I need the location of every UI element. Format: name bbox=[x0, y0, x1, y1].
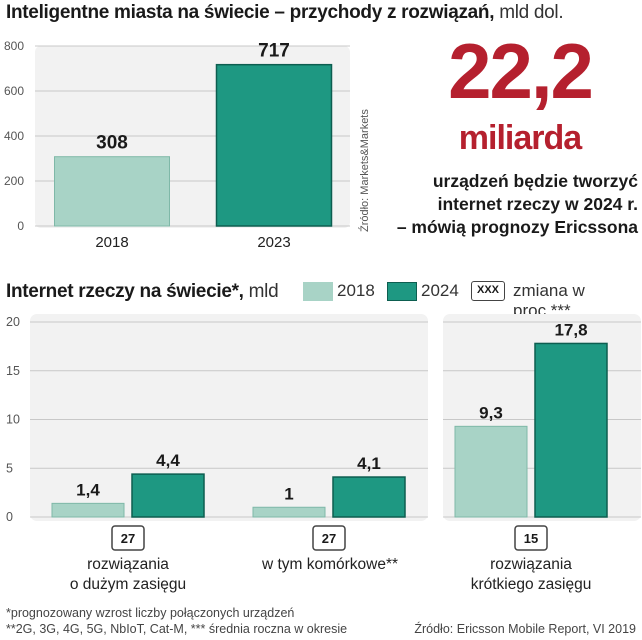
legend-swatch-2018 bbox=[303, 282, 333, 301]
bottom-y-tick-label: 15 bbox=[6, 364, 20, 378]
bottom-bar-2024 bbox=[332, 476, 406, 518]
bottom-bar-2018 bbox=[51, 502, 125, 518]
top-chart-title-main: Inteligentne miasta na świecie – przycho… bbox=[6, 2, 495, 23]
footnote-2: **2G, 3G, 4G, 5G, NbIoT, Cat-M, *** śred… bbox=[6, 622, 348, 636]
bottom-bar-2018-value-label: 1,4 bbox=[76, 480, 100, 499]
top-x-tick-label: 2018 bbox=[95, 234, 128, 251]
bottom-chart-title-unit: mld bbox=[248, 281, 279, 302]
change-pct-label: 27 bbox=[121, 531, 135, 546]
bottom-bar-2018 bbox=[454, 425, 528, 518]
bottom-x-category-label: rozwiązania bbox=[490, 556, 572, 573]
bottom-x-category-label: o dużym zasięgu bbox=[70, 576, 186, 593]
top-chart-title: Inteligentne miasta na świecie – przycho… bbox=[6, 2, 564, 24]
top-x-tick-label: 2023 bbox=[257, 234, 290, 251]
change-pct-label: 27 bbox=[322, 531, 336, 546]
legend-change-box: XXX bbox=[471, 281, 505, 301]
legend-label-2018: 2018 bbox=[337, 281, 375, 300]
change-pct-box bbox=[111, 525, 145, 551]
top-y-tick-label: 800 bbox=[4, 39, 24, 53]
top-y-tick-label: 400 bbox=[4, 129, 24, 143]
top-bar-value-label: 717 bbox=[258, 41, 290, 62]
footer-source: Źródło: Ericsson Mobile Report, VI 2019 bbox=[414, 622, 636, 636]
bottom-bar-2018-value-label: 1 bbox=[284, 484, 293, 503]
bottom-bar-2024 bbox=[534, 342, 608, 518]
bottom-bar-2024 bbox=[131, 473, 205, 518]
bottom-x-category-label: krótkiego zasięgu bbox=[471, 576, 592, 593]
top-chart-title-unit: mld dol. bbox=[499, 2, 564, 23]
bottom-chart-panel-left bbox=[30, 314, 428, 521]
callout-description: urządzeń będzie tworzyć internet rzeczy … bbox=[380, 170, 638, 239]
bottom-bar-2024-value-label: 4,1 bbox=[357, 454, 381, 473]
bottom-x-category-label: w tym komórkowe** bbox=[261, 556, 398, 573]
bottom-y-tick-label: 0 bbox=[6, 510, 13, 524]
bottom-bar-chart: 0 5 10 15 20 1,4 4,4 27 rozwiązania o dużym zasię… bbox=[6, 314, 641, 593]
legend-label-2024: 2024 bbox=[421, 281, 459, 300]
callout-line-3: – mówią prognozy Ericssona bbox=[396, 217, 638, 237]
bottom-chart-title-main: Internet rzeczy na świecie*, bbox=[6, 281, 244, 302]
callout-line-2: internet rzeczy w 2024 r. bbox=[437, 194, 638, 214]
bottom-bar-2018-value-label: 9,3 bbox=[479, 403, 503, 422]
top-bar bbox=[215, 63, 333, 227]
legend: 2018 2024 XXX zmiana w proc.*** bbox=[303, 280, 642, 320]
change-pct-box bbox=[312, 525, 346, 551]
callout-line-1: urządzeń będzie tworzyć bbox=[432, 171, 638, 191]
top-bar-value-label: 308 bbox=[96, 133, 128, 154]
bottom-bar-2024-value-label: 17,8 bbox=[554, 320, 587, 339]
legend-swatch-2024 bbox=[387, 282, 417, 301]
footnote-1: *prognozowany wzrost liczby połączonych … bbox=[6, 606, 295, 620]
top-y-tick-label: 200 bbox=[4, 174, 24, 188]
change-pct-box bbox=[514, 525, 548, 551]
bottom-x-category-label: rozwiązania bbox=[87, 556, 169, 573]
bottom-y-tick-label: 10 bbox=[6, 413, 20, 427]
top-bar-chart: 0 200 400 600 800 308 2018 717 2023 Źródło: Marke… bbox=[4, 39, 371, 251]
callout-unit: miliarda bbox=[458, 119, 582, 157]
top-y-tick-label: 600 bbox=[4, 84, 24, 98]
callout-number: 22,2 bbox=[448, 27, 594, 115]
bottom-bar-2024-value-label: 4,4 bbox=[156, 451, 180, 470]
bottom-bar-2018 bbox=[252, 506, 326, 518]
top-bar bbox=[54, 156, 170, 227]
change-pct-label: 15 bbox=[524, 531, 538, 546]
bottom-y-tick-label: 20 bbox=[6, 315, 20, 329]
bottom-y-tick-label: 5 bbox=[6, 461, 13, 475]
top-y-tick-label: 0 bbox=[17, 219, 24, 233]
top-chart-source: Źródło: Markets&Markets bbox=[358, 109, 371, 232]
bottom-chart-title: Internet rzeczy na świecie*, mld bbox=[6, 281, 279, 303]
